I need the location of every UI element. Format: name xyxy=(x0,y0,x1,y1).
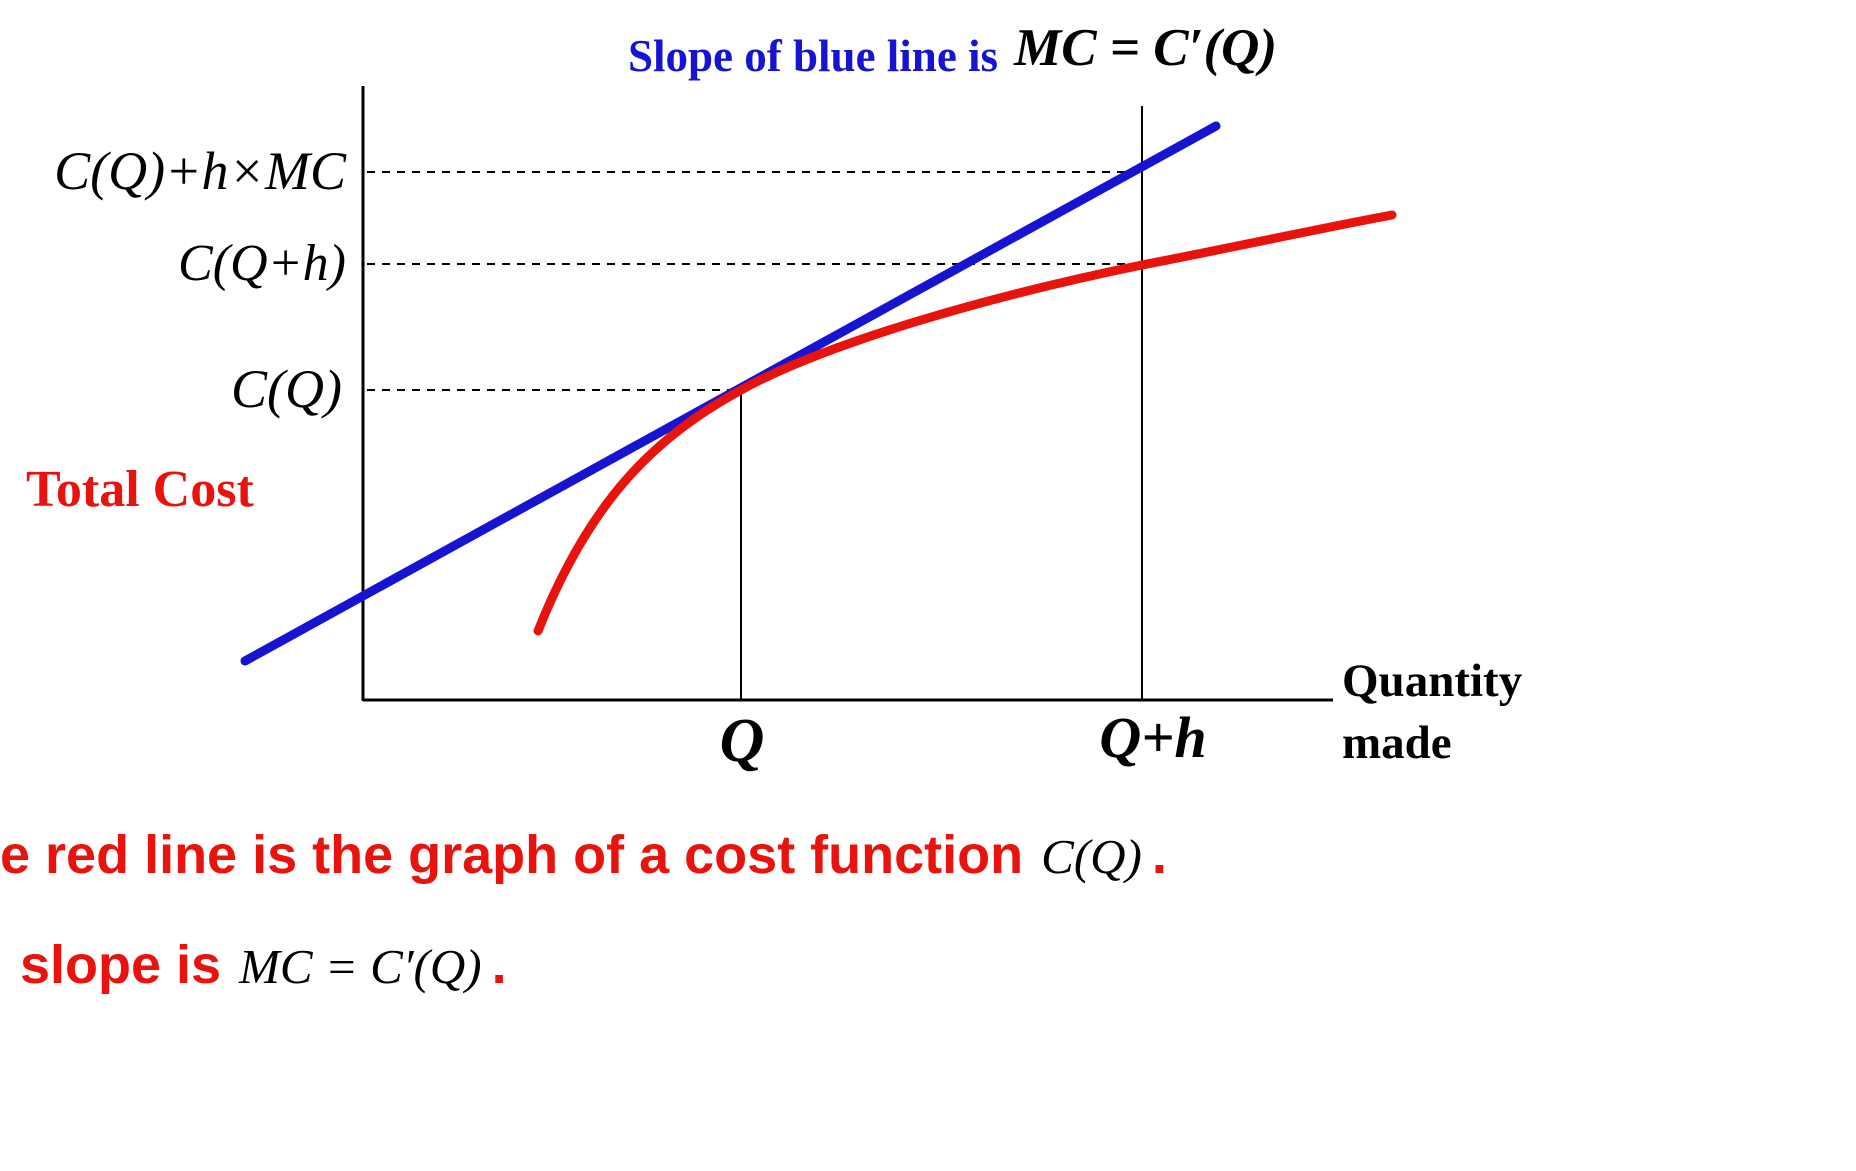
y-label-cq-plus-h: C(Q+h) xyxy=(178,235,346,292)
caption-line-1: e red line is the graph of a cost functi… xyxy=(0,824,1167,886)
title-formula: MC = C′(Q) xyxy=(1014,19,1278,77)
x-axis-title-line2: made xyxy=(1342,717,1452,769)
caption1-text: e red line is the graph of a cost functi… xyxy=(0,825,1024,885)
caption2-period: . xyxy=(491,935,507,995)
caption-line-2: slope is MC = C′(Q). xyxy=(20,934,507,996)
caption1-period: . xyxy=(1151,825,1167,885)
title: Slope of blue line is MC = C′(Q) xyxy=(628,18,1277,82)
cost-curve xyxy=(533,210,1397,636)
y-label-cq-plus-hmc: C(Q)+h×MC xyxy=(54,141,346,201)
x-label-q: Q xyxy=(719,707,765,775)
x-axis-title: Quantity made xyxy=(1342,650,1522,774)
x-axis-title-line1: Quantity xyxy=(1342,655,1523,707)
y-label-cq: C(Q) xyxy=(231,359,342,419)
caption1-formula: C(Q) xyxy=(1041,829,1142,884)
x-label-q-plus-h: Q+h xyxy=(1099,705,1207,770)
title-text: Slope of blue line is xyxy=(628,31,999,81)
caption2-text: slope is xyxy=(20,935,222,995)
caption2-formula: MC = C′(Q) xyxy=(239,939,482,994)
total-cost-label: Total Cost xyxy=(26,461,254,518)
